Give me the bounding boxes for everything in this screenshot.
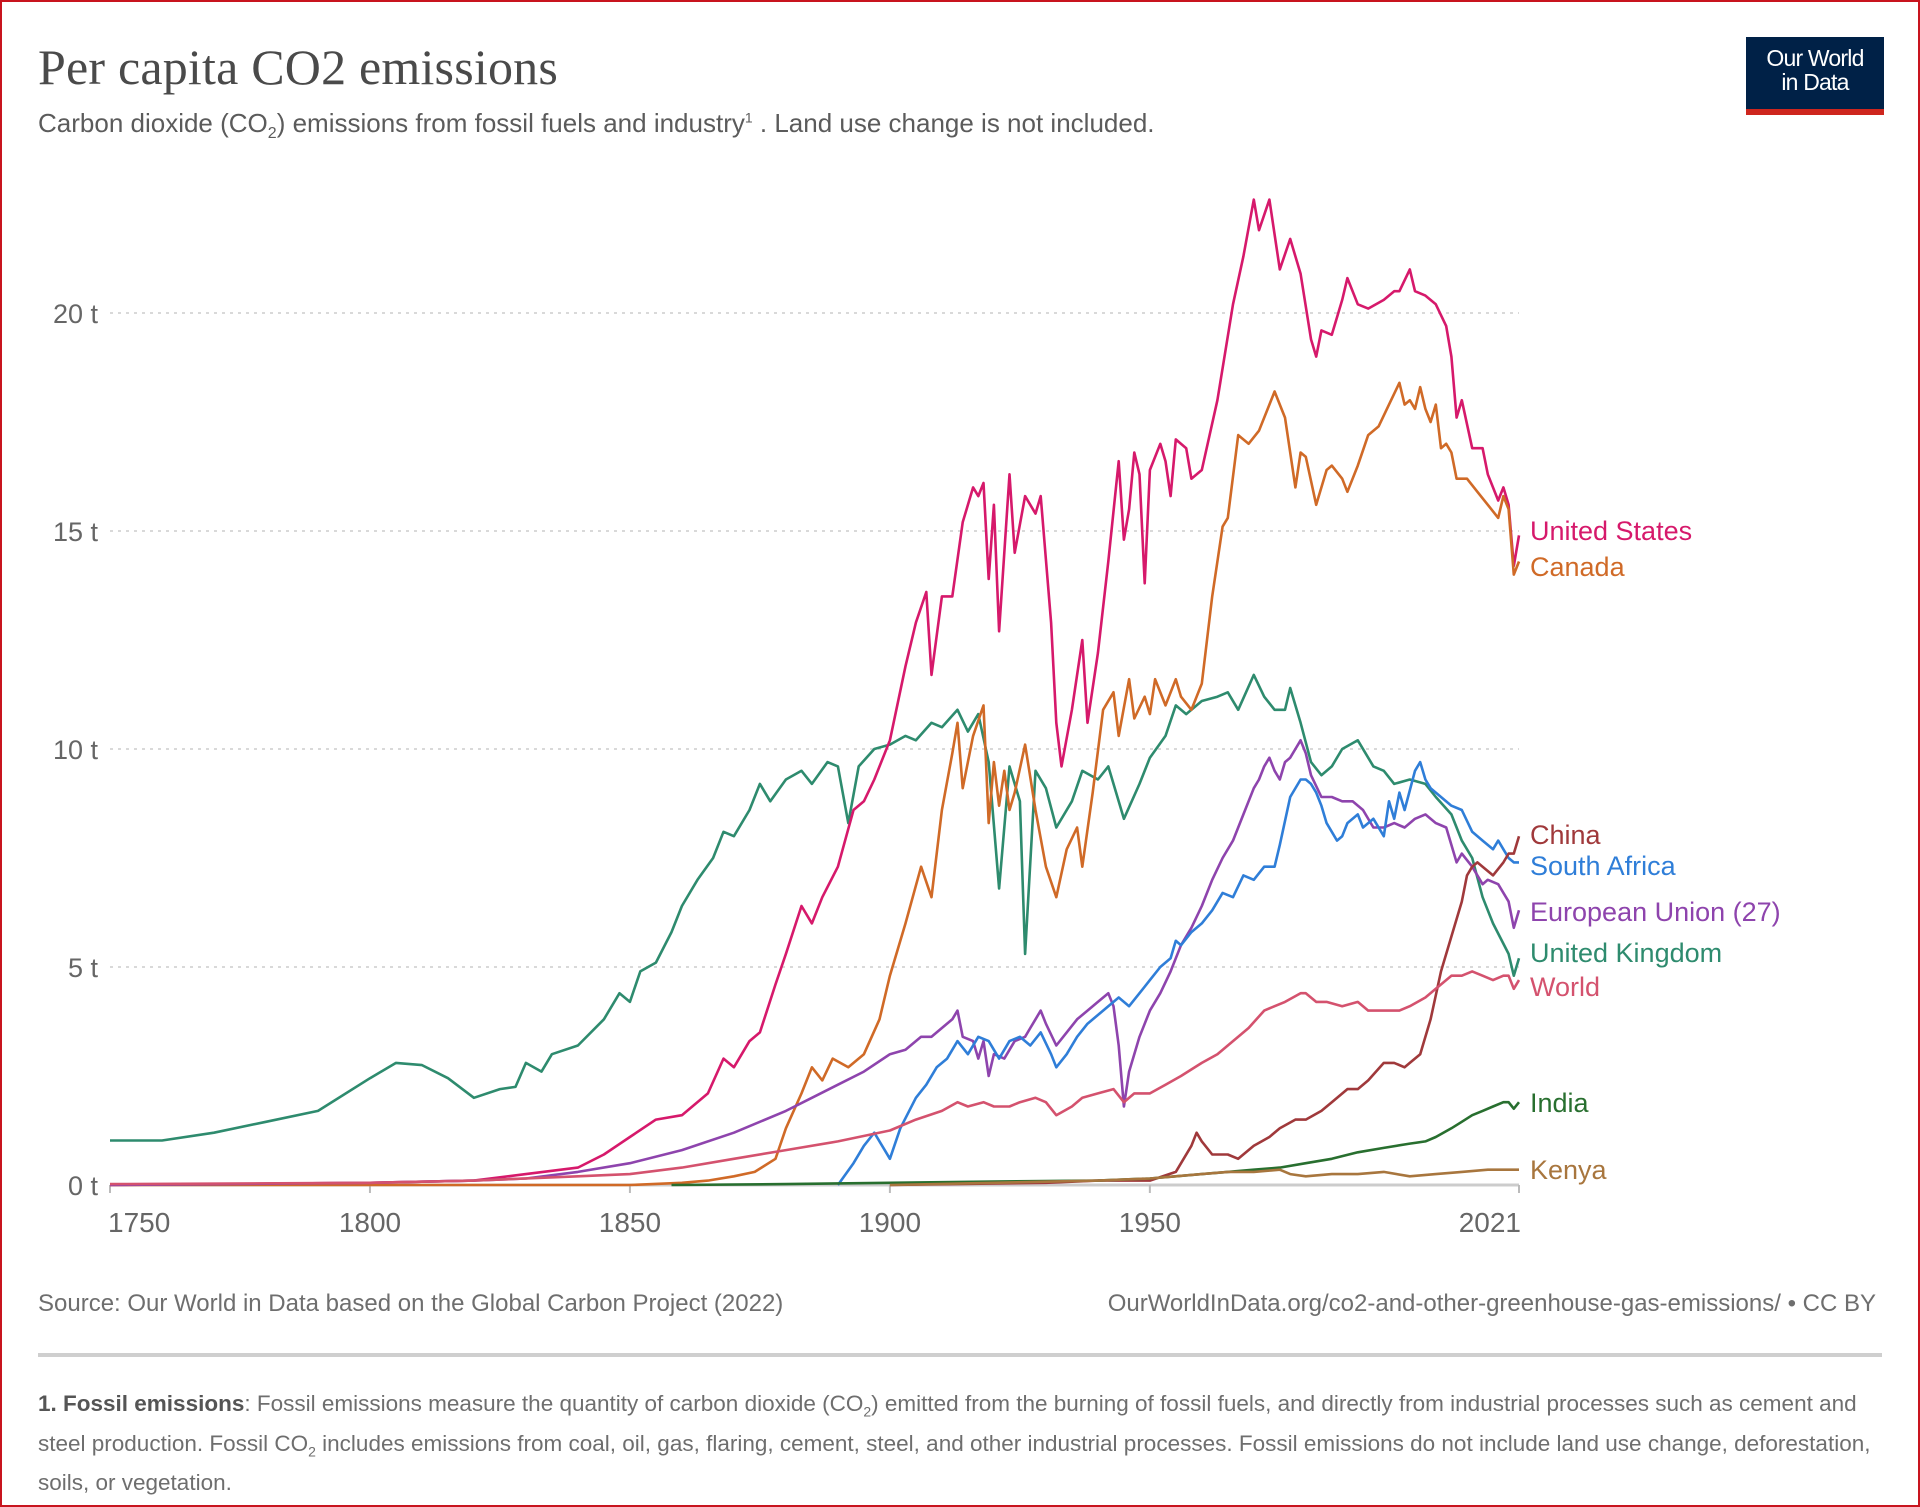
series-line-world [109, 970, 1521, 1186]
x-tick-label: 1850 [599, 1207, 661, 1238]
logo-line2: in Data [1781, 69, 1849, 95]
footnote-ref[interactable]: 1 [744, 109, 753, 126]
series-label[interactable]: United Kingdom [1530, 938, 1722, 968]
y-tick-label: 0 t [68, 1171, 99, 1201]
series-line-canada [110, 381, 1521, 1187]
series-label[interactable]: European Union (27) [1530, 897, 1781, 927]
x-tick-label: 2021 [1459, 1207, 1521, 1238]
footnote-text: : Fossil emissions measure the quantity … [244, 1391, 864, 1416]
logo-line1: Our World [1766, 45, 1864, 71]
series-line-united-kingdom [110, 673, 1521, 1142]
series-label[interactable]: China [1530, 820, 1602, 850]
series-line-kenya [889, 1168, 1519, 1187]
chart-title: Per capita CO2 emissions [38, 39, 559, 95]
x-axis: 1750 1800 1850 1900 1950 2021 [108, 1183, 1521, 1238]
footnote-text: includes emissions from coal, oil, gas, … [38, 1430, 1871, 1496]
y-tick-label: 10 t [53, 735, 99, 765]
footnote-subscript: 2 [308, 1443, 316, 1459]
source-url[interactable]: OurWorldInData.org/co2-and-other-greenho… [1107, 1290, 1876, 1317]
y-tick-label: 5 t [68, 953, 99, 983]
series-label[interactable]: India [1530, 1088, 1590, 1118]
footer-divider [38, 1353, 1882, 1357]
series-line-china [889, 835, 1521, 1187]
footnote-subscript: 2 [863, 1403, 872, 1420]
y-tick-label: 20 t [53, 299, 99, 329]
grid-lines [110, 312, 1519, 968]
y-tick-label: 15 t [53, 517, 99, 547]
x-tick-label: 1800 [339, 1207, 401, 1238]
series-label[interactable]: World [1530, 972, 1600, 1002]
series-label[interactable]: United States [1530, 516, 1692, 546]
series-line-european-union-27 [109, 739, 1521, 1187]
subtitle-part: ) emissions from fossil fuels and indust… [276, 108, 745, 138]
series-label[interactable]: Kenya [1530, 1155, 1608, 1185]
series-line-united-states [109, 198, 1521, 1187]
x-tick-label: 1750 [108, 1207, 170, 1238]
series-line-south-africa [836, 760, 1519, 1186]
series-label[interactable]: Canada [1530, 552, 1626, 582]
logo-accent-bar [1746, 109, 1884, 115]
subtitle-part: Carbon dioxide (CO [38, 108, 268, 138]
footnote-text: ) emitted from the burning of fossil fue… [38, 1391, 1857, 1456]
subtitle-subscript: 2 [267, 125, 277, 143]
chart-subtitle: Carbon dioxide (CO2) emissions from foss… [38, 108, 1155, 143]
series-lines [109, 198, 1521, 1187]
footnote: 1. Fossil emissions: Fossil emissions me… [38, 1388, 1898, 1499]
x-tick-label: 1950 [1119, 1207, 1181, 1238]
subtitle-part: . Land use change is not included. [752, 108, 1155, 138]
y-axis: 0 t 5 t 10 t 15 t 20 t [53, 299, 99, 1201]
x-tick-label: 1900 [859, 1207, 921, 1238]
footnote-label: 1. Fossil emissions [38, 1391, 245, 1416]
series-label[interactable]: South Africa [1530, 851, 1677, 881]
source-text: Source: Our World in Data based on the G… [38, 1290, 784, 1317]
owid-logo[interactable]: Our World in Data [1746, 37, 1884, 115]
